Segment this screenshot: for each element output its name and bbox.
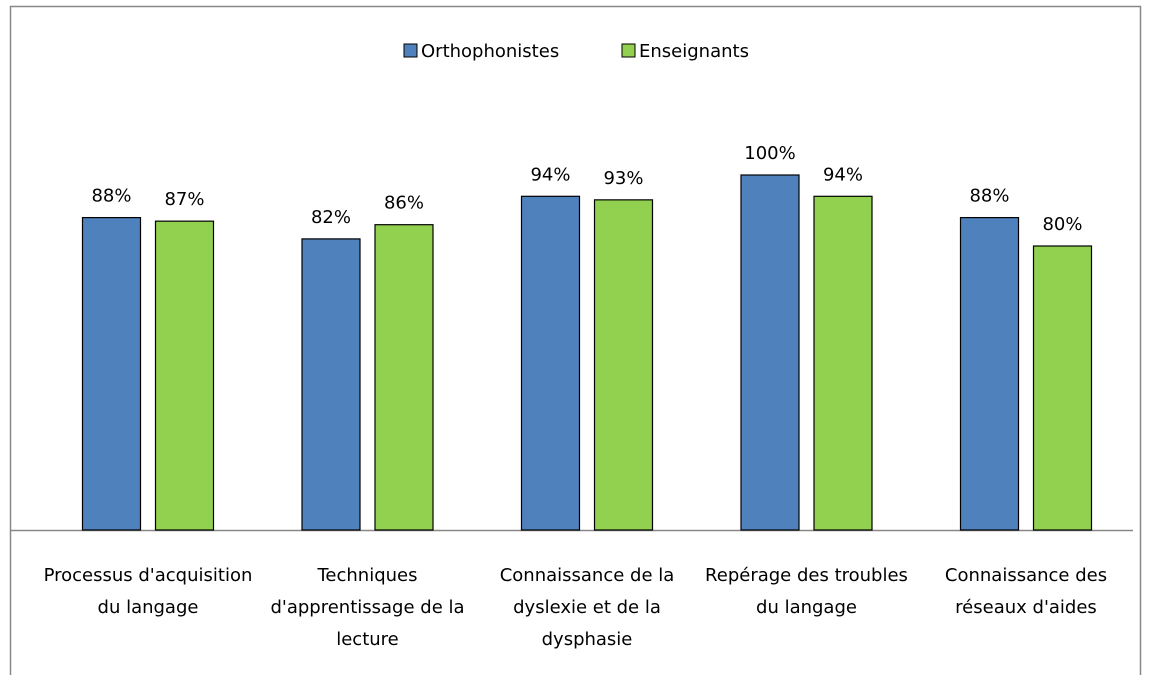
- value-label: 100%: [744, 143, 795, 164]
- x-tick-label: Repérage des troubles du langage: [705, 565, 908, 618]
- value-label: 88%: [969, 186, 1009, 207]
- bar: [374, 224, 434, 531]
- bar: [593, 199, 654, 531]
- legend-swatch: [621, 43, 636, 58]
- x-tick-label: Connaissance des réseaux d'aides: [944, 565, 1108, 618]
- value-label: 86%: [384, 193, 424, 214]
- bar: [1032, 245, 1093, 531]
- legend-swatch: [403, 43, 418, 58]
- bar: [959, 217, 1020, 531]
- frame: [9, 5, 1142, 675]
- value-label: 80%: [1042, 214, 1082, 235]
- x-tick-label: Processus d'acquisition du langage: [43, 565, 253, 618]
- bar: [154, 220, 215, 531]
- legend-label: Orthophonistes: [421, 41, 559, 62]
- bar: [813, 195, 873, 531]
- x-tick-label: Connaissance de la dyslexie et de la dys…: [499, 565, 675, 650]
- bar: [740, 174, 800, 531]
- legend-label: Enseignants: [639, 41, 749, 62]
- bar: [81, 217, 142, 531]
- value-label: 87%: [164, 189, 204, 210]
- bar: [301, 238, 361, 531]
- value-label: 82%: [311, 207, 351, 228]
- value-label: 88%: [91, 186, 131, 207]
- value-label: 94%: [823, 164, 863, 185]
- value-label: 93%: [603, 168, 643, 189]
- value-label: 94%: [530, 164, 570, 185]
- bar: [520, 195, 581, 531]
- x-tick-label: Techniques d'apprentissage de la lecture: [270, 565, 465, 650]
